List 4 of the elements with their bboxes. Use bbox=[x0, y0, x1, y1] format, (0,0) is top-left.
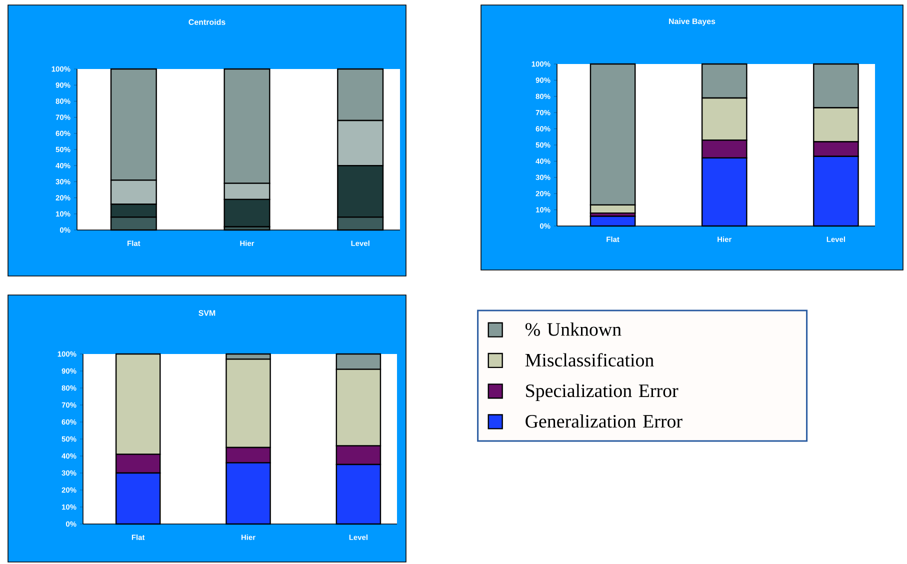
legend-label: Specialization Error bbox=[526, 384, 678, 402]
legend-label: % Unknown bbox=[525, 322, 622, 336]
legend-label: Generalization Error bbox=[526, 414, 682, 428]
legend-label: Misclassification bbox=[525, 353, 654, 367]
